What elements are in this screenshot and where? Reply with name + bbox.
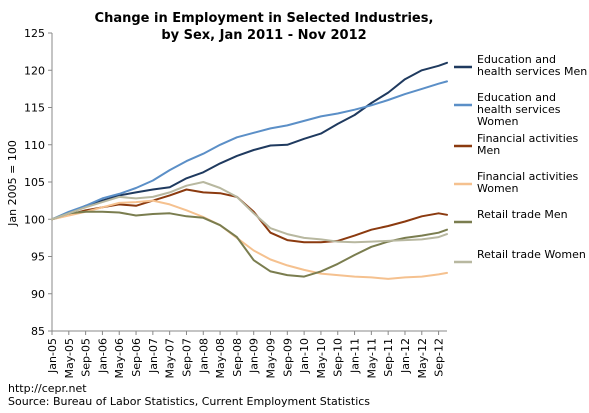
x-tick-label: May-06 bbox=[113, 338, 126, 379]
plot-area: 85 90 95 100 105 110 115 120 125 Jan-05 May-05 Sep-… bbox=[24, 27, 448, 379]
y-tick-label: 115 bbox=[24, 102, 45, 115]
x-tick-label: May-11 bbox=[365, 338, 378, 379]
y-axis-label: Jan 2005 = 100 bbox=[6, 140, 19, 227]
x-tick-label: May-12 bbox=[416, 338, 429, 379]
x-tick-label: May-10 bbox=[315, 338, 328, 379]
x-tick-label: Sep-09 bbox=[281, 338, 294, 377]
x-tick-label: Jan-05 bbox=[46, 338, 59, 374]
x-tick-label: Jan-08 bbox=[197, 338, 210, 374]
series-line-2 bbox=[51, 80, 448, 221]
y-tick-label: 100 bbox=[24, 213, 45, 226]
series-line-3 bbox=[51, 188, 448, 244]
x-tick-label: Jan-10 bbox=[298, 338, 311, 374]
x-tick-label: May-07 bbox=[164, 338, 177, 379]
legend-label-2: health services bbox=[477, 103, 561, 116]
legend-label-4: Financial activities bbox=[477, 170, 579, 183]
x-tick-label: May-05 bbox=[63, 338, 76, 379]
y-tick-label: 90 bbox=[31, 288, 45, 301]
x-tick-label: Jan-11 bbox=[349, 338, 362, 374]
series-line-4 bbox=[51, 199, 448, 280]
legend-label-1: Education and bbox=[477, 53, 556, 66]
legend-label-3: Financial activities bbox=[477, 132, 579, 145]
series-line-5 bbox=[51, 210, 448, 278]
chart-title-line2: by Sex, Jan 2011 - Nov 2012 bbox=[161, 28, 366, 43]
series-line-6 bbox=[51, 181, 448, 244]
legend-label-5: Retail trade Men bbox=[477, 208, 568, 221]
x-tick-label: Jan-09 bbox=[248, 338, 261, 374]
y-tick-label: 105 bbox=[24, 176, 45, 189]
x-tick-label: Sep-12 bbox=[433, 338, 446, 377]
y-tick-label: 120 bbox=[24, 64, 45, 77]
x-tick-label: Sep-07 bbox=[180, 338, 193, 377]
legend-label-2: Women bbox=[477, 115, 518, 128]
x-tick-label: May-08 bbox=[214, 338, 227, 379]
series-line-1 bbox=[51, 61, 448, 221]
footer-url: http://cepr.net bbox=[8, 382, 87, 395]
x-tick-label: Jan-06 bbox=[96, 338, 109, 374]
x-tick-label: May-09 bbox=[265, 338, 278, 379]
legend-label-1: health services Men bbox=[477, 65, 587, 78]
x-tick-label: Sep-11 bbox=[382, 338, 395, 377]
chart-title-line1: Change in Employment in Selected Industr… bbox=[95, 11, 434, 26]
footer-source: Source: Bureau of Labor Statistics, Curr… bbox=[8, 395, 371, 408]
legend-label-3: Men bbox=[477, 144, 500, 157]
legend-label-6: Retail trade Women bbox=[477, 248, 586, 261]
legend-label-2: Education and bbox=[477, 91, 556, 104]
x-tick-label: Sep-10 bbox=[332, 338, 345, 377]
x-tick-label: Jan-07 bbox=[147, 338, 160, 374]
x-tick-label: Sep-05 bbox=[80, 338, 93, 377]
x-tick-label: Sep-08 bbox=[231, 338, 244, 377]
x-tick-label: Sep-06 bbox=[130, 338, 143, 377]
y-tick-label: 95 bbox=[31, 251, 45, 264]
y-tick-label: 110 bbox=[24, 139, 45, 152]
y-tick-label: 85 bbox=[31, 325, 45, 338]
x-tick-label: Jan-12 bbox=[399, 338, 412, 374]
y-tick-label: 125 bbox=[24, 27, 45, 40]
legend-label-4: Women bbox=[477, 182, 518, 195]
